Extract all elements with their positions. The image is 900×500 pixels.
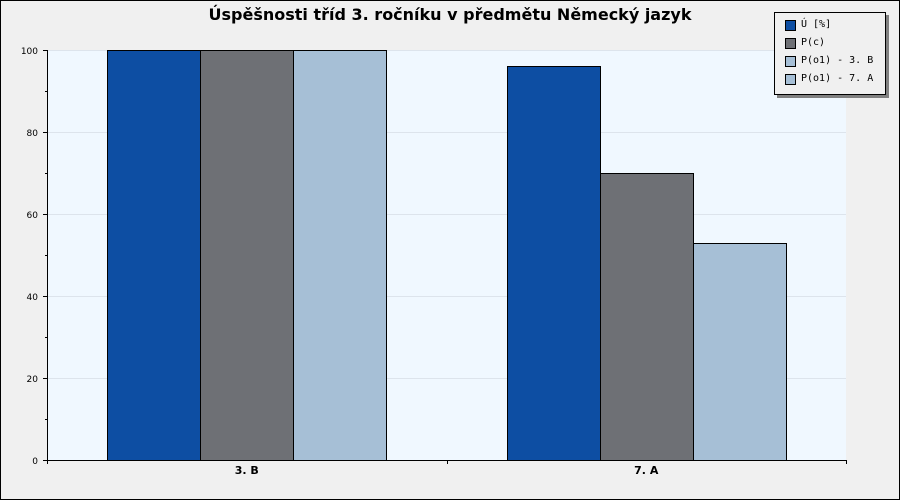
- chart-title: Úspěšnosti tříd 3. ročníku v předmětu Ně…: [208, 5, 692, 24]
- legend-label-po1-3b: P(o1) - 3. B: [801, 55, 874, 66]
- y-tick-label: 80: [27, 129, 39, 139]
- bar: [200, 50, 294, 461]
- legend-label-pc: P(c): [801, 37, 826, 48]
- legend-label-po1-7a: P(o1) - 7. A: [801, 73, 874, 84]
- y-tick-label: 40: [27, 293, 39, 303]
- legend-swatch-pc: [785, 38, 796, 49]
- y-tick-label: 100: [21, 47, 38, 57]
- legend-swatch-po1-7a: [785, 74, 796, 85]
- bar: [507, 66, 601, 461]
- y-tick-label: 60: [27, 211, 39, 221]
- legend-label-u: Ú [%]: [801, 19, 832, 30]
- bar: [600, 173, 694, 461]
- bar: [293, 50, 387, 461]
- y-tick-label: 20: [27, 375, 39, 385]
- legend-swatch-po1-3b: [785, 56, 796, 67]
- legend: Ú [%] P(c) P(o1) - 3. B P(o1) - 7. A: [774, 12, 886, 95]
- legend-swatch-u: [785, 20, 796, 31]
- y-tick-label: 0: [32, 457, 38, 467]
- x-tick-label: 7. A: [634, 464, 659, 477]
- bar: [693, 243, 787, 461]
- bar: [107, 50, 201, 461]
- x-tick-label: 3. B: [235, 464, 259, 477]
